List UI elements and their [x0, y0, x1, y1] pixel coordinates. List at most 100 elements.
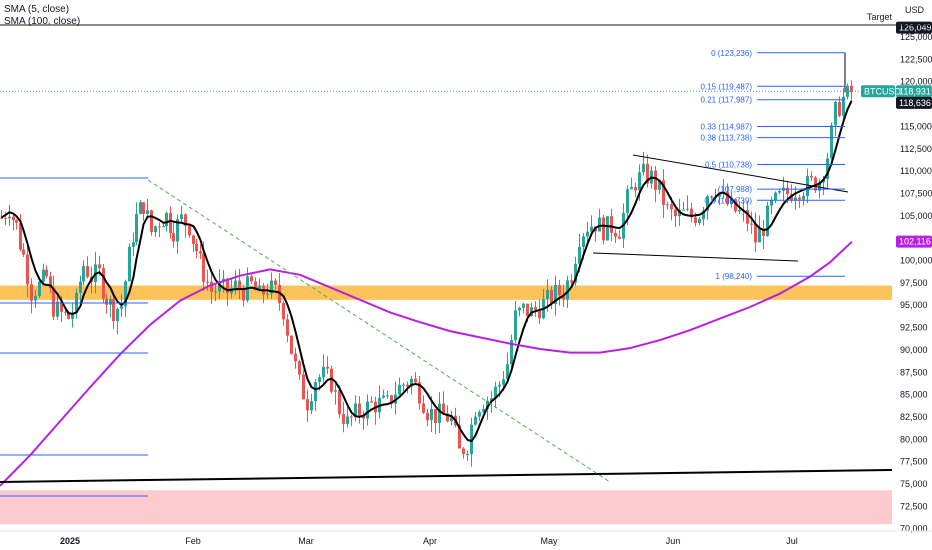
fib-level-label: 0.21 (117,987)	[701, 96, 753, 105]
candle-body	[850, 85, 853, 93]
wedge-lower-line	[592, 252, 799, 262]
candle-body	[710, 196, 713, 198]
candle-body	[718, 193, 721, 197]
y-tick-label: 92,500	[900, 323, 928, 333]
candle-body	[810, 176, 813, 178]
candle-body	[754, 224, 757, 243]
candle-body	[418, 382, 421, 404]
candle-body	[34, 295, 37, 301]
candle-body	[846, 85, 849, 97]
candle-body	[502, 379, 505, 385]
candle-body	[282, 303, 285, 320]
candle-body	[139, 202, 142, 214]
candle-body	[270, 280, 273, 294]
candle-body	[318, 377, 321, 383]
candle-body	[498, 384, 501, 387]
legend-sma5: SMA (5, close)	[4, 4, 70, 15]
candle-body	[658, 180, 661, 190]
zone-pink	[0, 490, 892, 525]
candle-body	[4, 217, 7, 219]
candle-body	[306, 399, 309, 411]
candle-body	[210, 281, 213, 292]
x-tick-label: Mar	[298, 536, 314, 546]
candle-body	[558, 285, 561, 296]
candle-body	[466, 454, 469, 456]
candle-body	[0, 217, 3, 219]
candle-body	[214, 291, 217, 293]
candle-body	[526, 303, 529, 317]
candle-body	[586, 231, 589, 237]
candle-body	[102, 268, 105, 299]
y-tick-label: 115,000	[900, 121, 932, 131]
candle-body	[470, 424, 473, 455]
y-tick-label: 107,500	[900, 188, 932, 198]
candle-body	[598, 217, 601, 232]
candle-body	[162, 226, 165, 228]
candle-body	[686, 208, 689, 210]
candle-body	[169, 212, 172, 234]
candle-body	[486, 400, 489, 409]
candle-body	[758, 228, 761, 243]
y-tick-label: 105,000	[900, 211, 932, 221]
candle-body	[662, 180, 665, 205]
candle-body	[192, 235, 195, 244]
x-tick-label: Feb	[185, 536, 201, 546]
y-tick-label: 120,000	[900, 77, 932, 87]
candle-body	[274, 280, 277, 286]
candle-body	[678, 209, 681, 217]
candle-body	[834, 102, 837, 126]
y-tick-label: 70,000	[900, 524, 928, 534]
candle-body	[666, 204, 669, 206]
fib-level-label: 0.5 (110,738)	[705, 161, 752, 170]
y-tick-label: 95,000	[900, 300, 928, 310]
y-tick-label: 125,000	[900, 32, 932, 42]
price-tag-value: 102,116	[899, 237, 931, 247]
candle-body	[630, 186, 633, 190]
x-tick-label: 2025	[60, 536, 80, 546]
price-tag	[896, 235, 932, 248]
candle-body	[382, 395, 385, 398]
candle-body	[694, 217, 697, 224]
candle-body	[410, 378, 413, 387]
candle-body	[494, 386, 497, 399]
candle-body	[814, 177, 817, 191]
candle-body	[234, 280, 237, 288]
candle-body	[165, 212, 168, 227]
y-tick-label: 85,000	[900, 390, 928, 400]
candle-body	[602, 217, 605, 241]
candle-body	[322, 366, 325, 378]
candle-body	[176, 219, 179, 242]
y-tick-label: 112,500	[900, 144, 932, 154]
candle-body	[116, 308, 119, 322]
candle-body	[390, 395, 393, 404]
candle-body	[12, 216, 15, 221]
candle-body	[550, 289, 553, 304]
candle-body	[38, 281, 41, 296]
candle-body	[590, 226, 593, 232]
candle-body	[638, 172, 641, 191]
candle-body	[538, 309, 541, 319]
candle-body	[534, 307, 537, 310]
fib-level-label: 0 (123,236)	[711, 49, 752, 58]
candle-body	[238, 280, 241, 290]
candle-body	[574, 263, 577, 283]
candle-body	[150, 210, 153, 233]
sma100-line	[0, 240, 853, 487]
x-tick-label: May	[540, 536, 558, 546]
candle-body	[442, 403, 445, 414]
candle-body	[172, 233, 175, 242]
candle-body	[26, 254, 29, 285]
candle-body	[806, 176, 809, 197]
y-tick-label: 100,000	[900, 256, 932, 266]
candle-body	[338, 390, 341, 415]
candle-body	[398, 384, 401, 395]
candle-body	[634, 186, 637, 191]
candle-body	[42, 269, 45, 282]
y-tick-label: 80,000	[900, 434, 928, 444]
candle-body	[250, 276, 253, 282]
candle-body	[642, 163, 645, 173]
candle-body	[706, 196, 709, 211]
candle-body	[726, 191, 729, 205]
candle-body	[314, 382, 317, 402]
